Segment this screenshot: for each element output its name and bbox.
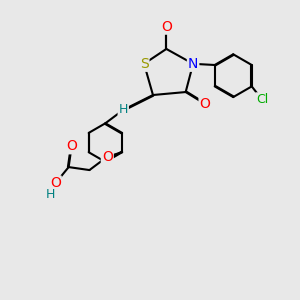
Text: O: O bbox=[102, 150, 113, 164]
Text: O: O bbox=[161, 20, 172, 34]
Text: Cl: Cl bbox=[256, 93, 268, 106]
Text: N: N bbox=[188, 57, 198, 71]
Text: O: O bbox=[66, 139, 77, 153]
Text: H: H bbox=[46, 188, 56, 201]
Text: H: H bbox=[118, 103, 128, 116]
Text: S: S bbox=[140, 57, 148, 71]
Text: O: O bbox=[200, 97, 210, 111]
Text: O: O bbox=[50, 176, 61, 190]
